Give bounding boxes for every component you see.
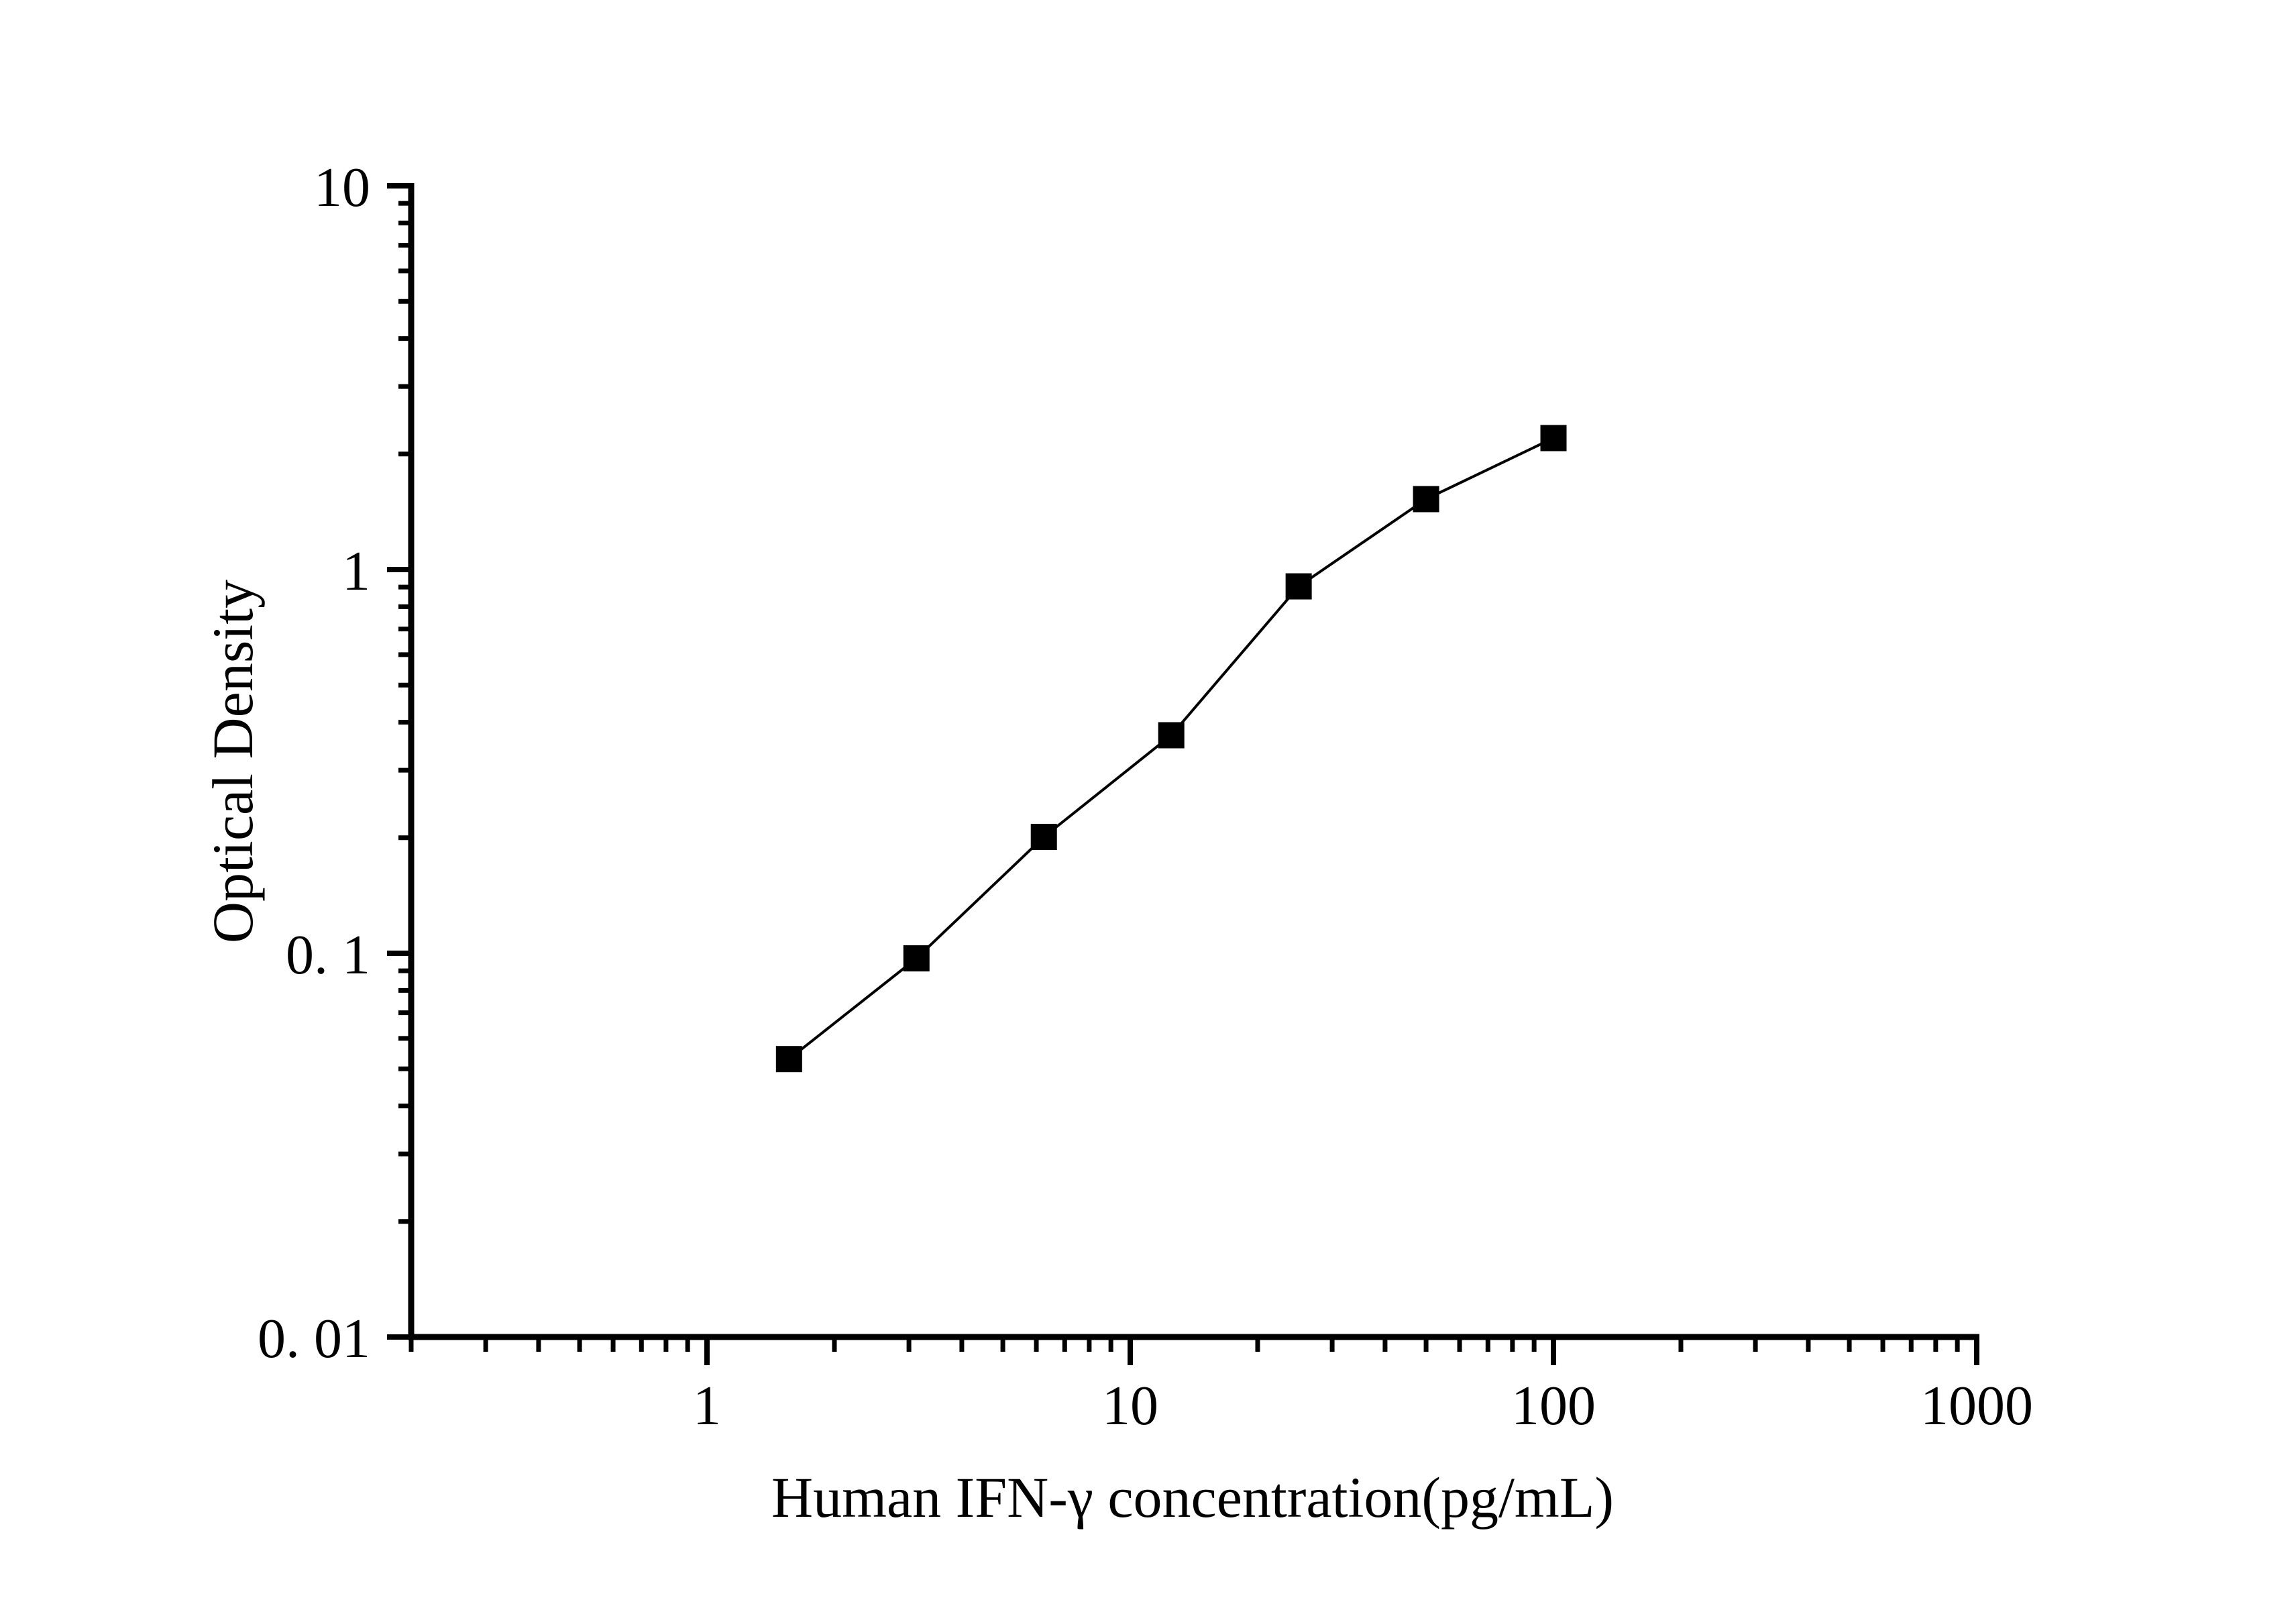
data-point-marker bbox=[1413, 486, 1439, 513]
x-tick-label: 1 bbox=[693, 1375, 721, 1437]
y-axis-major-ticks bbox=[387, 183, 411, 1340]
data-point-marker bbox=[775, 1046, 802, 1073]
data-point-marker bbox=[903, 945, 930, 972]
data-point-marker bbox=[1285, 573, 1312, 600]
y-tick-label: 0. 01 bbox=[258, 1307, 370, 1370]
x-tick-label: 100 bbox=[1511, 1375, 1596, 1437]
y-tick-label: 1 bbox=[342, 540, 370, 602]
data-point-marker bbox=[1540, 425, 1567, 451]
y-tick-label: 10 bbox=[314, 156, 370, 219]
axis-lines bbox=[408, 183, 1979, 1340]
x-axis-tick-labels: 1 10 100 1000 bbox=[693, 1375, 2033, 1437]
data-point-marker bbox=[1158, 722, 1185, 749]
x-tick-label: 1000 bbox=[1920, 1375, 2033, 1437]
series-marker-group bbox=[775, 425, 1567, 1073]
x-axis-minor-ticks bbox=[408, 1337, 1960, 1352]
y-axis-tick-labels: 10 1 0. 1 0. 01 bbox=[258, 156, 370, 1370]
data-point-marker bbox=[1030, 824, 1057, 851]
x-axis-major-ticks bbox=[704, 1337, 1979, 1365]
x-axis-title: Human IFN-γ concentration(pg/mL) bbox=[771, 1465, 1614, 1530]
y-axis-minor-ticks bbox=[398, 201, 411, 1224]
y-tick-label: 0. 1 bbox=[286, 924, 370, 986]
x-tick-label: 10 bbox=[1102, 1375, 1158, 1437]
y-axis-title: Optical Density bbox=[201, 580, 265, 943]
